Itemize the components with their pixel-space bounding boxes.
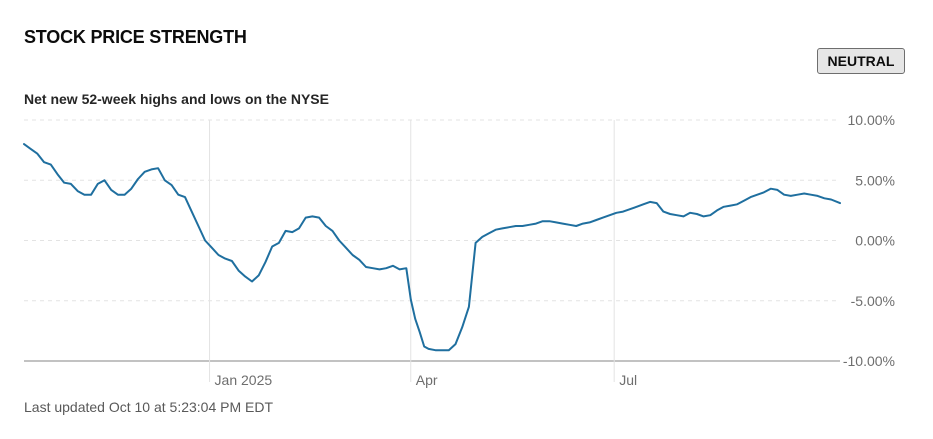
- page-title: STOCK PRICE STRENGTH: [24, 27, 247, 47]
- y-tick-label: -10.00%: [843, 353, 895, 369]
- y-axis-ticks: 10.00% 5.00% 0.00% -5.00% -10.00%: [843, 112, 895, 369]
- x-tick-label: Apr: [416, 372, 438, 388]
- series-layer: [23, 143, 841, 352]
- series-line: [23, 143, 841, 352]
- x-axis-ticks: Jan 2025 Apr Jul: [215, 372, 638, 388]
- y-tick-label: 10.00%: [848, 112, 895, 128]
- y-tick-label: 5.00%: [855, 172, 895, 188]
- y-tick-label: -5.00%: [851, 293, 895, 309]
- x-tick-label: Jul: [619, 372, 637, 388]
- y-tick-label: 0.00%: [855, 233, 895, 249]
- status-badge: NEUTRAL: [817, 48, 905, 74]
- chart-subtitle: Net new 52-week highs and lows on the NY…: [24, 91, 329, 107]
- x-tick-label: Jan 2025: [215, 372, 273, 388]
- grid-lines: [24, 119, 840, 382]
- last-updated-timestamp: Last updated Oct 10 at 5:23:04 PM EDT: [24, 399, 274, 415]
